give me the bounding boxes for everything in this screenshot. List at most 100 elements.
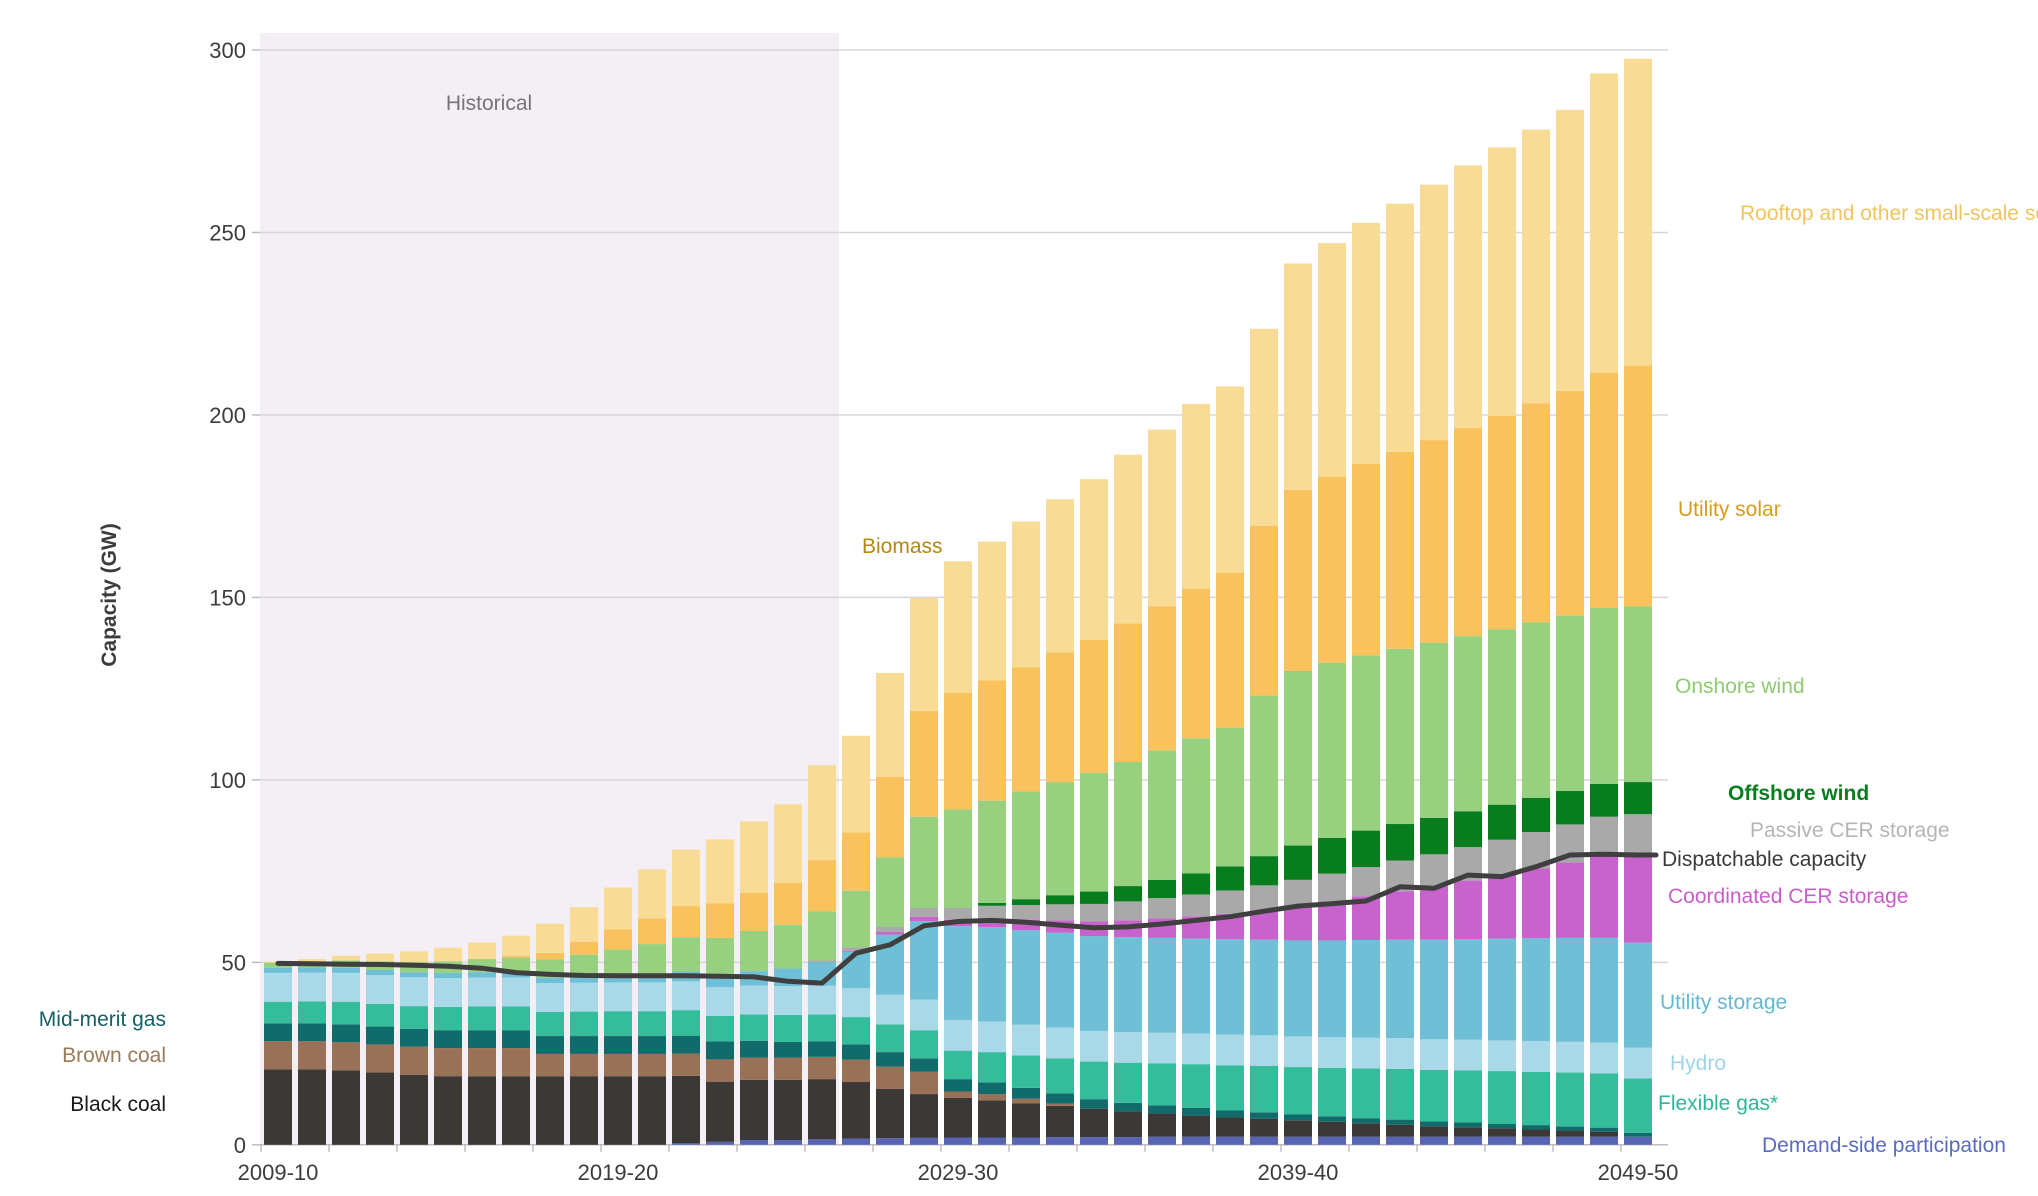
bar-segment[interactable]: [332, 955, 360, 961]
bar-segment[interactable]: [1012, 791, 1040, 900]
bar-segment[interactable]: [400, 1046, 428, 1075]
bar-segment[interactable]: [978, 1082, 1006, 1095]
bar-segment[interactable]: [1182, 1115, 1210, 1137]
bar-segment[interactable]: [1420, 1126, 1448, 1137]
bar-segment[interactable]: [1454, 938, 1482, 1040]
bar-segment[interactable]: [1182, 1136, 1210, 1145]
bar-segment[interactable]: [536, 983, 564, 1012]
bar-segment[interactable]: [842, 1138, 870, 1145]
bar-segment[interactable]: [1454, 811, 1482, 848]
legend-utility-solar[interactable]: Utility solar: [1678, 498, 1781, 521]
bar-segment[interactable]: [1590, 1073, 1618, 1128]
bar-segment[interactable]: [740, 1079, 768, 1141]
bar-segment[interactable]: [944, 561, 972, 693]
bar-segment[interactable]: [570, 954, 598, 977]
bar-segment[interactable]: [1420, 1039, 1448, 1070]
bar-segment[interactable]: [1216, 386, 1244, 573]
bar-segment[interactable]: [1454, 1070, 1482, 1123]
bar-segment[interactable]: [570, 907, 598, 942]
bar-segment[interactable]: [672, 906, 700, 938]
bar-segment[interactable]: [1284, 263, 1312, 490]
bar-segment[interactable]: [1488, 1136, 1516, 1145]
bar-segment[interactable]: [1012, 667, 1040, 792]
bar-segment[interactable]: [638, 918, 666, 945]
bar-segment[interactable]: [604, 1011, 632, 1037]
bar-segment[interactable]: [1080, 772, 1108, 892]
bar-segment[interactable]: [366, 1044, 394, 1073]
bar-segment[interactable]: [604, 949, 632, 976]
bar-segment[interactable]: [1012, 1024, 1040, 1056]
bar-segment[interactable]: [366, 1026, 394, 1045]
bar-segment[interactable]: [978, 541, 1006, 681]
bar-segment[interactable]: [1386, 1068, 1414, 1120]
bar-segment[interactable]: [1216, 1034, 1244, 1066]
bar-segment[interactable]: [808, 860, 836, 912]
bar-segment[interactable]: [1046, 1103, 1074, 1106]
bar-segment[interactable]: [1284, 489, 1312, 671]
legend-utility-storage[interactable]: Utility storage: [1660, 991, 1788, 1014]
bar-segment[interactable]: [366, 975, 394, 1004]
bar-segment[interactable]: [1318, 873, 1346, 902]
bar-segment[interactable]: [1046, 1105, 1074, 1138]
bar-segment[interactable]: [400, 972, 428, 978]
bar-segment[interactable]: [910, 1030, 938, 1059]
bar-segment[interactable]: [536, 923, 564, 953]
bar-segment[interactable]: [1114, 937, 1142, 1033]
bar-segment[interactable]: [1148, 937, 1176, 1033]
bar-segment[interactable]: [1454, 428, 1482, 637]
bar-segment[interactable]: [1556, 1126, 1584, 1131]
bar-segment[interactable]: [264, 1041, 292, 1070]
bar-segment[interactable]: [1352, 867, 1380, 897]
bar-segment[interactable]: [1250, 1136, 1278, 1145]
bar-segment[interactable]: [672, 1010, 700, 1036]
bar-segment[interactable]: [1386, 1038, 1414, 1069]
bar-segment[interactable]: [1556, 615, 1584, 791]
bar-segment[interactable]: [570, 1076, 598, 1145]
bar-segment[interactable]: [1590, 372, 1618, 608]
bar-segment[interactable]: [332, 1070, 360, 1145]
bar-segment[interactable]: [536, 1036, 564, 1054]
bar-segment[interactable]: [1012, 1098, 1040, 1104]
bar-segment[interactable]: [1454, 1039, 1482, 1071]
bar-segment[interactable]: [1352, 463, 1380, 656]
bar-segment[interactable]: [1114, 454, 1142, 624]
bar-segment[interactable]: [1352, 1118, 1380, 1124]
bar-segment[interactable]: [876, 672, 904, 777]
bar-segment[interactable]: [366, 1003, 394, 1027]
bar-segment[interactable]: [1250, 1035, 1278, 1066]
bar-segment[interactable]: [502, 1076, 530, 1145]
bar-segment[interactable]: [638, 1011, 666, 1037]
bar-segment[interactable]: [1522, 797, 1550, 833]
bar-segment[interactable]: [944, 1019, 972, 1051]
bar-segment[interactable]: [1386, 1124, 1414, 1137]
bar-segment[interactable]: [1148, 1032, 1176, 1064]
bar-segment[interactable]: [1284, 906, 1312, 941]
bar-segment[interactable]: [298, 959, 326, 962]
bar-segment[interactable]: [910, 921, 938, 1000]
bar-segment[interactable]: [808, 765, 836, 861]
bar-segment[interactable]: [672, 981, 700, 1011]
bar-segment[interactable]: [672, 1075, 700, 1144]
bar-segment[interactable]: [808, 1056, 836, 1080]
bar-segment[interactable]: [774, 1041, 802, 1058]
bar-segment[interactable]: [536, 1053, 564, 1077]
bar-segment[interactable]: [740, 1014, 768, 1041]
bar-segment[interactable]: [1148, 1136, 1176, 1145]
bar-segment[interactable]: [1420, 642, 1448, 818]
bar-segment[interactable]: [468, 942, 496, 960]
bar-segment[interactable]: [1590, 73, 1618, 373]
bar-segment[interactable]: [1284, 1136, 1312, 1145]
bar-segment[interactable]: [1624, 1136, 1652, 1145]
bar-segment[interactable]: [570, 982, 598, 1012]
bar-segment[interactable]: [808, 960, 836, 962]
bar-segment[interactable]: [332, 1042, 360, 1071]
bar-segment[interactable]: [1046, 782, 1074, 896]
bar-segment[interactable]: [1012, 1103, 1040, 1138]
bar-segment[interactable]: [264, 1001, 292, 1024]
bar-segment[interactable]: [1488, 1071, 1516, 1124]
bar-segment[interactable]: [978, 927, 1006, 1022]
bar-segment[interactable]: [1284, 940, 1312, 1037]
legend-flexible-gas[interactable]: Flexible gas*: [1658, 1092, 1779, 1115]
bar-segment[interactable]: [1114, 1111, 1142, 1138]
bar-segment[interactable]: [298, 1001, 326, 1024]
